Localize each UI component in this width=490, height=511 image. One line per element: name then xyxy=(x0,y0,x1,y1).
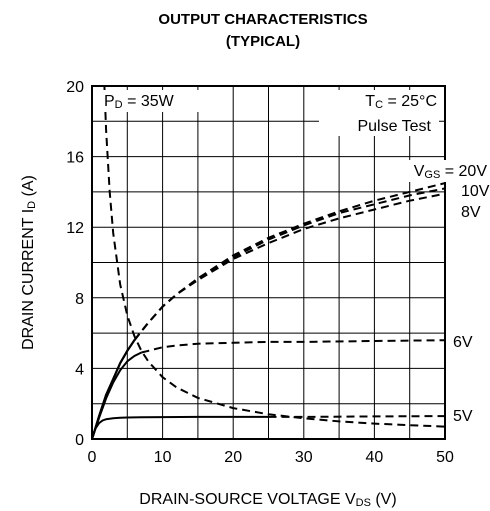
series-label-5v: 5V xyxy=(453,408,473,425)
x-tick-label: 40 xyxy=(366,449,384,466)
series-labels: VGS = 20V 10V 8V 6V 5V xyxy=(402,160,490,425)
series-label-10v: 10V xyxy=(461,183,490,200)
y-tick-label: 0 xyxy=(75,432,84,449)
series-label-vgs-20v: VGS = 20V xyxy=(414,163,488,181)
x-tick-label: 20 xyxy=(224,449,242,466)
power-label-background xyxy=(102,90,206,112)
curve-6v-solid xyxy=(91,351,142,440)
x-tick-label: 50 xyxy=(436,449,454,466)
x-axis-label: DRAIN-SOURCE VOLTAGE VDS (V) xyxy=(139,491,396,509)
curve-5v-solid xyxy=(91,415,269,440)
series-label-vgs-20v-background xyxy=(402,160,488,182)
series-label-6v: 6V xyxy=(453,334,473,351)
y-axis-label: DRAIN CURRENT ID (A) xyxy=(20,175,38,350)
grid-lines xyxy=(92,86,445,439)
curve-10v-dashed xyxy=(133,187,446,341)
x-tick-label: 10 xyxy=(154,449,172,466)
curve-pd-35w xyxy=(103,85,446,428)
curves xyxy=(91,85,446,440)
chart-title-line2: (TYPICAL) xyxy=(226,33,300,50)
chart-title-line1: OUTPUT CHARACTERISTICS xyxy=(158,11,367,28)
condition-label-background xyxy=(319,90,439,136)
y-tick-label: 12 xyxy=(66,220,84,237)
pulse-test-label: Pulse Test xyxy=(357,118,431,135)
curve-vgs-20v-dashed xyxy=(133,182,446,341)
y-tick-label: 20 xyxy=(66,79,84,96)
plot-frame xyxy=(91,85,446,440)
power-dissipation-label: PD = 35W xyxy=(104,93,175,111)
y-tick-label: 16 xyxy=(66,150,84,167)
y-tick-label: 8 xyxy=(75,291,84,308)
x-tick-label: 0 xyxy=(88,449,97,466)
curve-8v-dashed xyxy=(133,192,446,341)
curve-6v-dashed xyxy=(141,339,446,354)
tick-labels: 0 10 20 30 40 50 0 4 8 12 16 20 xyxy=(66,79,454,466)
x-tick-label: 30 xyxy=(295,449,313,466)
y-tick-label: 4 xyxy=(75,361,84,378)
case-temperature-label: TC = 25°C xyxy=(365,93,437,111)
series-label-8v: 8V xyxy=(461,204,481,221)
